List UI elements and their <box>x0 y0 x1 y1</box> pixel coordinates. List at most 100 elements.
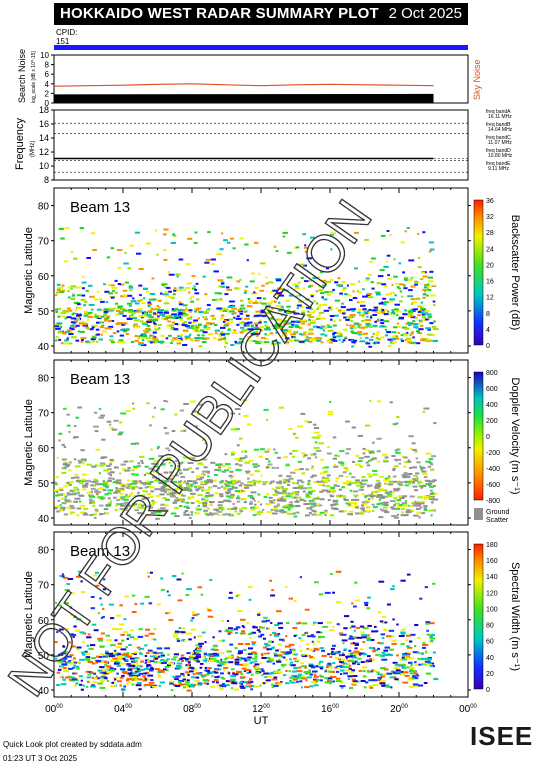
rti-cell <box>110 471 115 474</box>
rti-cell <box>214 676 220 679</box>
rti-cell <box>315 456 318 459</box>
rti-cell <box>84 300 88 303</box>
rti-cell <box>403 278 409 281</box>
rti-cell <box>311 513 317 516</box>
rti-cell <box>334 651 338 654</box>
freq-band-label: freq bandE <box>486 161 511 167</box>
rti-cell <box>137 674 141 677</box>
rti-cell <box>147 319 153 322</box>
rti-cell <box>248 459 254 462</box>
rti-cell <box>414 489 419 492</box>
rti-cell <box>72 636 75 638</box>
rti-cell <box>286 512 293 515</box>
rti-cell <box>426 287 430 290</box>
rti-cell <box>394 308 399 311</box>
rti-cell <box>392 423 397 426</box>
rti-cell <box>362 447 366 450</box>
rti-cell <box>141 339 145 342</box>
rti-cell <box>426 294 429 297</box>
rti-cell <box>308 512 312 514</box>
rti-cell <box>275 323 281 326</box>
rti-cell <box>171 480 177 483</box>
rti-cell <box>368 450 374 453</box>
rti-cell <box>225 628 230 631</box>
rti-cell <box>254 314 260 317</box>
rti-cell <box>305 631 308 634</box>
rti-cell <box>393 337 400 340</box>
rti-cell <box>274 624 280 626</box>
rti-cell <box>189 400 196 403</box>
rti-cell <box>268 500 273 502</box>
rti-cell <box>248 339 252 342</box>
rti-cell <box>158 455 164 458</box>
footer-timestamp: 01:23 UT 3 Oct 2025 <box>3 754 78 763</box>
rti-cell <box>73 458 77 461</box>
rti-cell <box>203 682 207 685</box>
rti-cell <box>238 650 243 653</box>
rti-cell <box>376 331 381 334</box>
rti-cell <box>163 318 169 321</box>
rti-cell <box>120 412 127 415</box>
rti-cell <box>361 636 367 639</box>
rti-cell <box>190 300 195 303</box>
rti-cell <box>391 507 397 510</box>
rti-cell <box>339 292 343 295</box>
rti-cell <box>419 467 426 470</box>
time-tick-label: 1200 <box>252 704 270 715</box>
rti-cell <box>400 670 404 673</box>
rti-cell <box>249 500 253 503</box>
rti-cell <box>354 498 360 501</box>
rti-cell <box>318 662 321 665</box>
rti-cell <box>302 455 306 458</box>
rti-cell <box>396 310 402 313</box>
rti-cell <box>162 293 169 296</box>
rti-cell <box>351 498 357 501</box>
rti-cell <box>338 338 341 341</box>
rti-cell <box>430 514 433 517</box>
rti-cell <box>384 456 389 459</box>
rti-cell <box>306 486 313 489</box>
rti-cell <box>100 616 103 619</box>
rti-cell <box>258 301 263 304</box>
rti-cell <box>348 472 352 475</box>
rti-cell <box>383 313 389 316</box>
rti-cell <box>395 669 401 672</box>
rti-cell <box>281 511 284 514</box>
rti-cell <box>339 462 345 465</box>
rti-cell <box>402 681 409 684</box>
rti-cell <box>185 501 190 504</box>
rti-cell <box>145 678 150 681</box>
rti-cell <box>74 492 78 495</box>
rti-cell <box>369 495 376 498</box>
colorbar-tick-label: 800 <box>486 370 498 377</box>
rti-cell <box>179 472 183 475</box>
colorbar-tick-label: 8 <box>486 311 490 318</box>
colorbar-tick-label: 24 <box>486 246 494 253</box>
rti-cell <box>62 332 67 335</box>
rti-cell <box>88 494 94 497</box>
rti-cell <box>204 261 210 264</box>
rti-cell <box>283 310 286 313</box>
rti-cell <box>354 647 358 650</box>
rti-cell <box>250 507 253 510</box>
freq-band-item: freq bandD 10.80 MHz <box>486 149 512 159</box>
rti-cell <box>290 661 294 664</box>
rti-cell <box>326 664 332 667</box>
rti-cell <box>333 465 339 468</box>
rti-cell <box>155 511 162 514</box>
rti-cell <box>239 331 243 334</box>
rti-cell <box>153 339 159 342</box>
rti-cell <box>92 315 97 318</box>
rti-cell <box>220 507 225 510</box>
rti-cell <box>85 289 89 292</box>
rti-cell <box>307 457 311 460</box>
rti-cell <box>71 493 77 496</box>
rti-cell <box>165 509 169 512</box>
rti-cell <box>381 310 385 312</box>
rti-cell <box>82 684 85 687</box>
rti-cell <box>380 234 386 237</box>
rti-cell <box>323 309 330 312</box>
beam-label: Beam 13 <box>70 543 130 560</box>
rti-cell <box>91 308 94 311</box>
